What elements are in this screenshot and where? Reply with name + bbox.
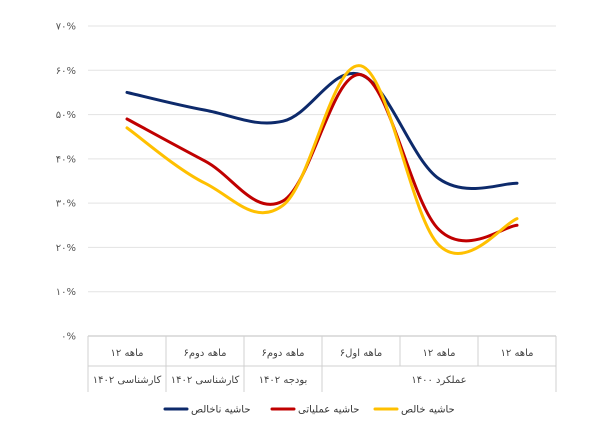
category-labels: ۱۲ ماهه ۱۲ ماهه ۶ماهه اول ۶ماهه دوم ۶ماهه دو… <box>111 348 534 359</box>
category-group-label: کارشناسی ۱۴۰۲ <box>171 375 240 386</box>
y-tick-label: ۶۰% <box>56 66 76 77</box>
category-label: ۶ماهه دوم <box>261 348 304 359</box>
y-tick-label: ۰% <box>61 332 76 343</box>
category-label: ۱۲ ماهه <box>111 348 144 359</box>
series-lines <box>125 64 519 255</box>
category-label: ۱۲ ماهه <box>423 348 456 359</box>
category-label: ۶ماهه دوم <box>183 348 226 359</box>
legend-label: حاشیه ناخالص <box>191 405 251 416</box>
y-tick-label: ۱۰% <box>56 287 76 298</box>
y-tick-label: ۲۰% <box>56 243 76 254</box>
y-tick-label: ۳۰% <box>56 199 76 210</box>
category-group-label: بودجه ۱۴۰۲ <box>259 375 308 386</box>
series-line-0 <box>125 71 519 191</box>
category-label: ۱۲ ماهه <box>501 348 534 359</box>
legend: حاشیه ناخالص حاشیه عملیاتی حاشیه خالص <box>163 405 455 416</box>
category-group-labels: عملکرد ۱۴۰۰ بودجه ۱۴۰۲ کارشناسی ۱۴۰۲ کارشنا… <box>93 375 467 386</box>
y-tick-label: ۵۰% <box>56 110 76 121</box>
category-group-label: عملکرد ۱۴۰۰ <box>411 375 466 386</box>
y-tick-label: ۷۰% <box>56 22 76 33</box>
series-line-2 <box>125 64 519 255</box>
category-axis-frame <box>87 336 557 392</box>
gridlines <box>88 25 556 337</box>
legend-label: حاشیه عملیاتی <box>298 405 359 416</box>
legend-label: حاشیه خالص <box>401 405 455 416</box>
y-tick-label: ۴۰% <box>56 154 76 165</box>
y-axis-ticks: ۰% ۱۰% ۲۰% ۳۰% ۴۰% ۵۰% ۶۰% ۷۰% <box>56 22 76 343</box>
category-group-label: کارشناسی ۱۴۰۲ <box>93 375 162 386</box>
category-label: ۶ماهه اول <box>340 348 382 359</box>
series-line-1 <box>125 73 519 243</box>
